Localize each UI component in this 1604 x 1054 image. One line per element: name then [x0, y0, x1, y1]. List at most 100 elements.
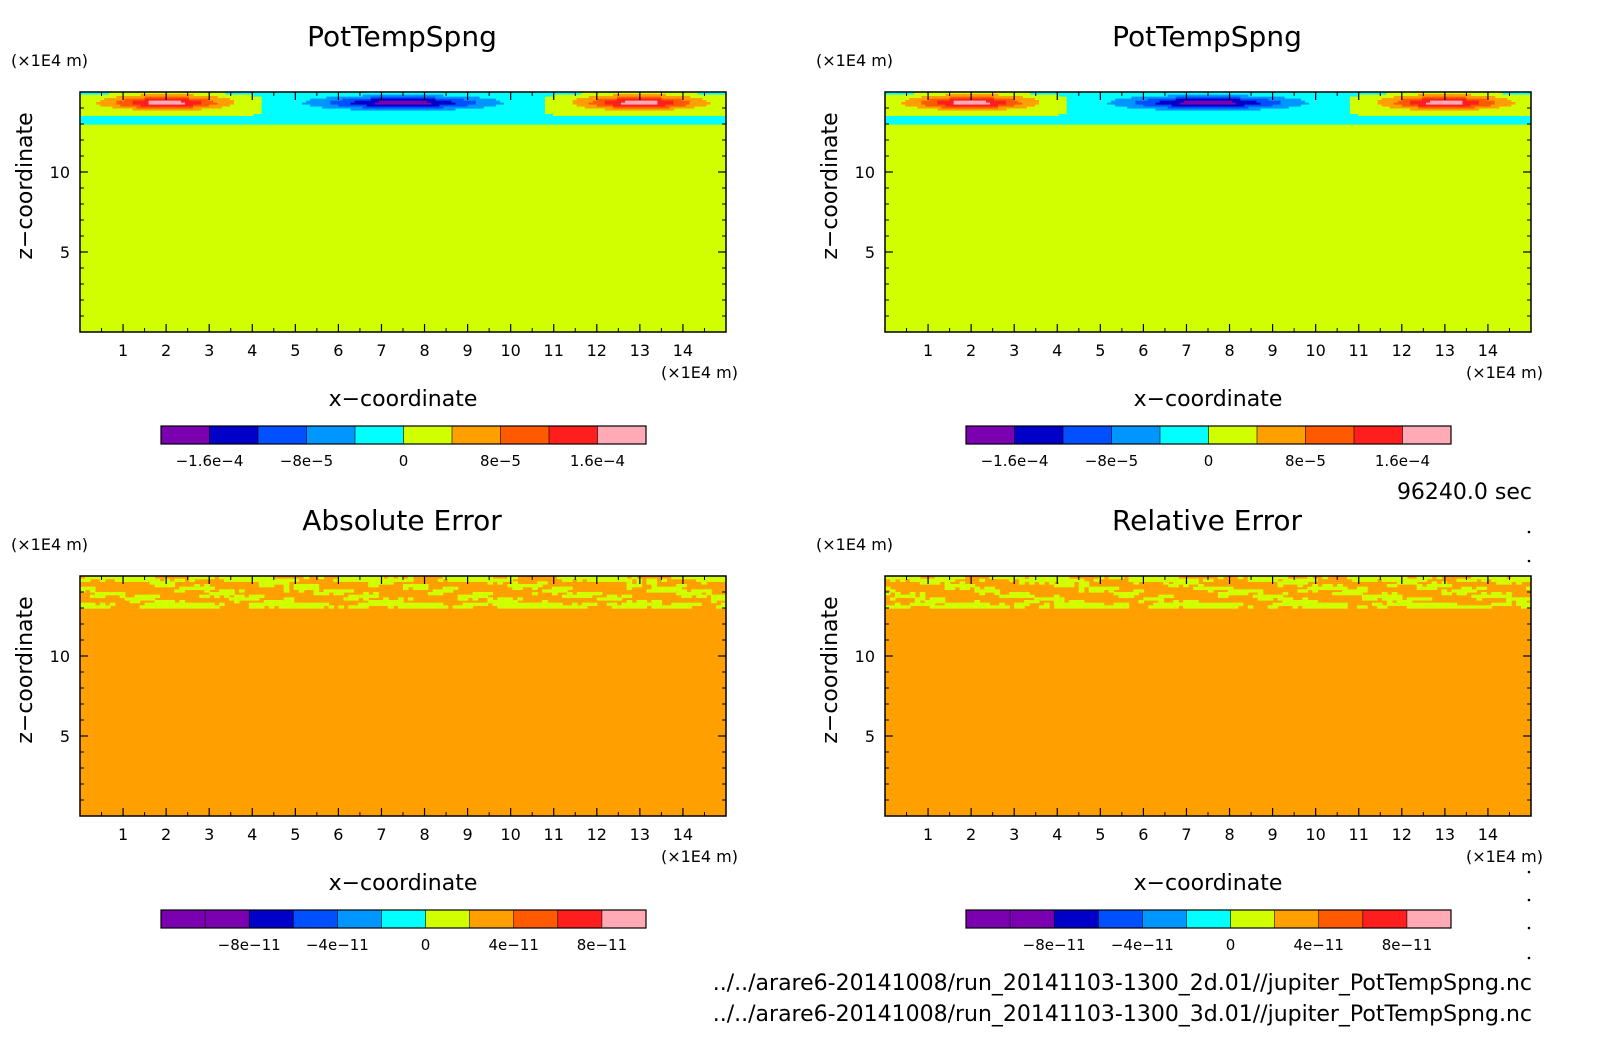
contour-cell: [697, 118, 703, 121]
contour-cell: [237, 118, 243, 121]
contour-cell: [285, 104, 291, 107]
contour-cell: [651, 589, 658, 593]
contour-cell: [1296, 122, 1302, 125]
contour-cell: [676, 592, 682, 596]
contour-cell: [350, 92, 356, 95]
contour-cell: [261, 94, 267, 97]
contour-cell: [1066, 118, 1072, 121]
contour-cell: [483, 118, 489, 121]
contour-cell: [229, 92, 235, 95]
contour-cell: [1078, 112, 1084, 115]
contour-cell: [1220, 100, 1225, 103]
contour-cell: [1393, 102, 1399, 105]
contour-cell: [686, 605, 692, 609]
contour-cell: [343, 578, 349, 582]
contour-cell: [1430, 96, 1435, 99]
contour-cell: [676, 576, 682, 580]
contour-cell: [285, 96, 291, 99]
contour-cell: [1458, 106, 1463, 109]
contour-cell: [1478, 118, 1484, 121]
contour-cell: [1094, 98, 1100, 101]
contour-cell: [1417, 102, 1423, 105]
contour-cell: [318, 576, 325, 580]
contour-cell: [1393, 106, 1399, 109]
contour-cell: [1474, 106, 1480, 109]
contour-cell: [108, 116, 113, 119]
contour-cell: [604, 108, 610, 111]
contour-cell: [1474, 104, 1480, 107]
contour-cell: [1107, 116, 1112, 119]
contour-cell: [1119, 106, 1124, 109]
field-background: [885, 576, 1531, 816]
contour-cell: [1349, 118, 1354, 121]
contour-cell: [1458, 104, 1463, 107]
contour-cell: [1409, 118, 1415, 121]
contour-cell: [705, 120, 711, 123]
contour-cell: [917, 102, 922, 105]
contour-cell: [681, 102, 687, 105]
contour-cell: [1070, 122, 1076, 125]
contour-cell: [1098, 104, 1104, 107]
contour-cell: [457, 576, 464, 580]
contour-cell: [362, 116, 368, 119]
colorbar-tick-label: 4e−11: [489, 936, 539, 954]
contour-cell: [649, 102, 654, 105]
contour-cell: [160, 104, 166, 107]
contour-cell: [1232, 106, 1237, 109]
contour-cell: [1082, 104, 1088, 107]
contour-cell: [633, 98, 638, 101]
contour-cell: [224, 592, 230, 596]
contour-cell: [596, 122, 602, 125]
contour-cell: [1163, 100, 1169, 103]
contour-cell: [1466, 94, 1472, 97]
contour-cell: [1006, 116, 1011, 119]
contour-cell: [1333, 116, 1338, 119]
contour-cell: [693, 104, 699, 107]
contour-cell: [709, 122, 715, 125]
contour-cell: [471, 102, 477, 105]
contour-cell: [415, 120, 420, 123]
contour-cell: [536, 98, 541, 101]
contour-cell: [160, 98, 166, 101]
contour-cell: [1365, 118, 1371, 121]
contour-cell: [213, 120, 218, 123]
contour-cell: [689, 116, 695, 119]
contour-cell: [419, 110, 424, 113]
contour-cell: [234, 600, 240, 604]
contour-cell: [342, 120, 348, 123]
contour-cell: [1260, 122, 1266, 125]
contour-cell: [536, 114, 541, 117]
contour-cell: [205, 104, 210, 107]
contour-cell: [1276, 112, 1282, 115]
contour-cell: [298, 110, 303, 113]
contour-cell: [1252, 98, 1258, 101]
panel-4: Relative Error(×1E4 m)1 2 3 4 5 6 7 8 9 10 11 12 13 1…: [816, 504, 1543, 954]
contour-cell: [616, 576, 623, 580]
contour-cell: [1405, 116, 1411, 119]
contour-cell: [403, 118, 408, 121]
contour-cell: [1393, 120, 1399, 123]
contour-cell: [439, 102, 444, 105]
contour-cell: [1018, 118, 1023, 121]
contour-cell: [1044, 605, 1050, 609]
contour-cell: [1502, 118, 1508, 121]
contour-cell: [451, 100, 457, 103]
contour-cell: [1220, 122, 1225, 125]
contour-cell: [1216, 96, 1221, 99]
contour-cell: [1490, 100, 1496, 103]
contour-cell: [92, 120, 97, 123]
contour-cell: [693, 118, 699, 121]
contour-cell: [1103, 104, 1108, 107]
contour-cell: [1430, 116, 1435, 119]
contour-cell: [452, 605, 459, 609]
contour-cell: [673, 96, 679, 99]
contour-cell: [979, 605, 985, 609]
contour-cell: [1228, 94, 1233, 97]
contour-cell: [721, 120, 727, 123]
contour-cell: [1284, 100, 1290, 103]
contour-cell: [1203, 116, 1209, 119]
contour-cell: [641, 106, 646, 109]
contour-cell: [148, 102, 154, 105]
contour-cell: [1373, 92, 1379, 95]
contour-cell: [507, 120, 513, 123]
